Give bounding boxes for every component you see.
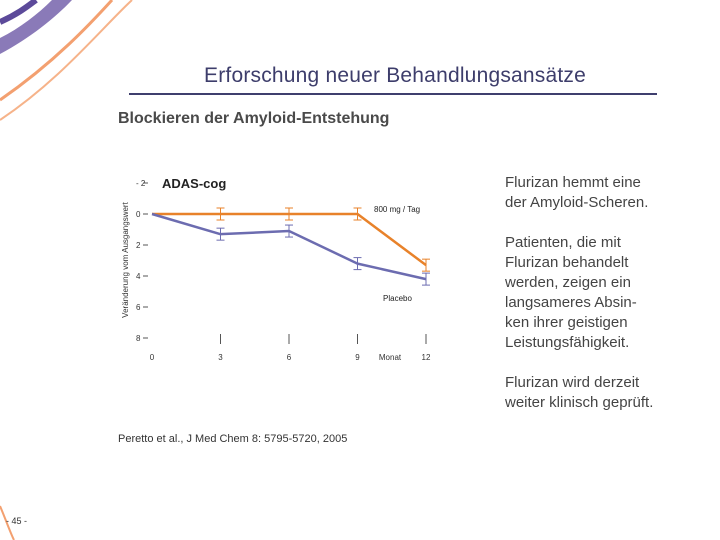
swoosh-orange-inner xyxy=(0,0,114,102)
swoosh-bottom-orange xyxy=(0,505,15,540)
bullet-1: Flurizan hemmt eine der Amyloid-Scheren. xyxy=(505,174,649,211)
series-line-placebo xyxy=(151,212,427,281)
swoosh-purple-band xyxy=(0,0,72,54)
y-tick-label: 6 xyxy=(136,303,141,312)
y-tick-label: 0 xyxy=(136,210,141,219)
x-tick-label: 6 xyxy=(287,353,292,362)
slide-title: Erforschung neuer Behandlungsansätze xyxy=(204,64,586,87)
page-number: - 45 - xyxy=(6,516,28,526)
y-tick-label: 2 xyxy=(136,241,141,250)
x-tick-label: 3 xyxy=(218,353,223,362)
series-label-placebo: Placebo xyxy=(383,294,412,303)
bullet-2: Patienten, die mit Flurizan behandelt we… xyxy=(505,234,637,351)
citation: Peretto et al., J Med Chem 8: 5795-5720,… xyxy=(118,433,348,445)
x-tick-label: 12 xyxy=(422,353,431,362)
series-label-treatment: 800 mg / Tag xyxy=(374,205,420,214)
series-line-treatment xyxy=(152,212,427,267)
x-axis-label: Monat xyxy=(379,353,402,362)
y-axis-label: Veränderung vom Ausgangswert xyxy=(121,201,130,317)
chart-title: ADAS-cog xyxy=(162,176,226,191)
x-tick-label: 0 xyxy=(150,353,155,362)
y-tick-label: 8 xyxy=(136,334,141,343)
y-tick-label: 4 xyxy=(136,272,141,281)
swoosh-purple-line xyxy=(0,0,38,25)
slide-subtitle: Blockieren der Amyloid-Entstehung xyxy=(118,110,390,127)
y-tick-label: - 2 xyxy=(136,179,146,188)
x-tick-label: 9 xyxy=(355,353,360,362)
bullet-3: Flurizan wird derzeit weiter klinisch ge… xyxy=(505,374,654,411)
title-underline xyxy=(129,93,657,95)
swoosh-orange-outer xyxy=(0,0,133,121)
